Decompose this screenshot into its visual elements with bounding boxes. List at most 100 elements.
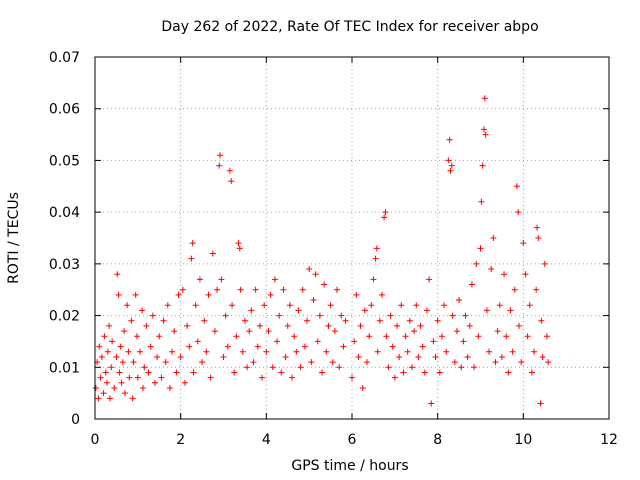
data-point xyxy=(186,343,193,350)
y-tick-label: 0.03 xyxy=(49,257,80,273)
data-point xyxy=(246,328,253,335)
data-point xyxy=(106,395,113,402)
data-point xyxy=(211,328,218,335)
data-point xyxy=(310,297,317,304)
data-point xyxy=(126,374,133,381)
data-point xyxy=(545,359,552,366)
data-point xyxy=(505,369,512,376)
data-point xyxy=(254,343,261,350)
data-point xyxy=(513,183,520,190)
data-point xyxy=(250,359,257,366)
data-point xyxy=(393,322,400,329)
plot-points xyxy=(92,95,552,407)
data-point xyxy=(304,317,311,324)
data-point xyxy=(319,369,326,376)
data-point xyxy=(297,364,304,371)
data-point xyxy=(308,359,315,366)
x-tick-label: 0 xyxy=(91,432,100,448)
data-point xyxy=(373,245,380,252)
data-point xyxy=(537,400,544,407)
data-point xyxy=(224,343,231,350)
data-point xyxy=(498,353,505,360)
data-point xyxy=(175,291,182,298)
data-point xyxy=(117,343,124,350)
y-tick-labels: 0 0.01 0.02 0.03 0.04 0.05 0.06 0.07 xyxy=(49,50,80,428)
data-point xyxy=(228,178,235,185)
data-point xyxy=(95,395,102,402)
data-point xyxy=(357,322,364,329)
data-point xyxy=(541,260,548,267)
y-tick-label: 0 xyxy=(71,412,80,428)
data-point xyxy=(534,224,541,231)
data-point xyxy=(205,291,212,298)
data-point xyxy=(261,302,268,309)
data-point xyxy=(353,291,360,298)
data-point xyxy=(132,291,139,298)
data-point xyxy=(391,374,398,381)
y-tick-label: 0.02 xyxy=(49,309,80,325)
data-point xyxy=(355,353,362,360)
data-point xyxy=(421,369,428,376)
data-point xyxy=(535,235,542,241)
data-point xyxy=(417,322,424,329)
data-point xyxy=(118,379,125,386)
data-point xyxy=(492,359,499,366)
data-point xyxy=(516,322,523,329)
data-point xyxy=(169,348,176,355)
data-point xyxy=(231,369,238,376)
data-point xyxy=(428,400,435,407)
data-point xyxy=(190,369,197,376)
data-point xyxy=(276,312,283,319)
data-point xyxy=(244,364,251,371)
data-point xyxy=(398,302,405,309)
data-point xyxy=(321,281,328,288)
data-point xyxy=(96,343,103,350)
data-point xyxy=(239,348,246,355)
data-point xyxy=(531,348,538,355)
data-point xyxy=(359,384,366,391)
data-point xyxy=(125,348,132,355)
data-point xyxy=(389,343,396,350)
data-point xyxy=(289,374,296,381)
data-point xyxy=(396,353,403,360)
data-point xyxy=(154,353,161,360)
y-tick-label: 0.07 xyxy=(49,50,80,66)
data-point xyxy=(229,302,236,309)
y-tick-label: 0.06 xyxy=(49,102,80,118)
data-point xyxy=(349,374,355,381)
data-point xyxy=(381,214,388,221)
data-point xyxy=(468,281,475,288)
data-point xyxy=(426,276,433,283)
data-point xyxy=(312,271,319,278)
data-point xyxy=(329,359,336,366)
data-point xyxy=(385,364,392,371)
data-point xyxy=(370,276,377,283)
data-point xyxy=(233,333,240,340)
data-point xyxy=(528,369,535,376)
data-point xyxy=(133,333,140,340)
y-axis-label: ROTI / TECUs xyxy=(6,192,22,284)
data-point xyxy=(106,322,113,329)
data-point xyxy=(400,369,407,376)
data-point xyxy=(128,317,135,324)
data-point xyxy=(342,317,349,324)
data-point xyxy=(139,384,146,391)
data-point xyxy=(423,307,430,314)
data-point xyxy=(136,348,143,355)
data-point xyxy=(162,359,169,366)
data-point xyxy=(366,333,373,340)
data-point xyxy=(340,343,347,350)
data-point xyxy=(220,353,227,360)
data-point xyxy=(92,384,99,391)
data-point xyxy=(299,286,306,293)
data-point xyxy=(111,384,118,391)
data-point xyxy=(179,286,186,293)
data-point xyxy=(509,348,516,355)
data-point xyxy=(338,312,345,319)
data-point xyxy=(486,348,493,355)
data-point xyxy=(129,395,136,402)
data-point xyxy=(446,136,453,143)
data-point xyxy=(101,333,108,340)
data-point xyxy=(443,348,450,355)
data-point xyxy=(323,348,330,355)
